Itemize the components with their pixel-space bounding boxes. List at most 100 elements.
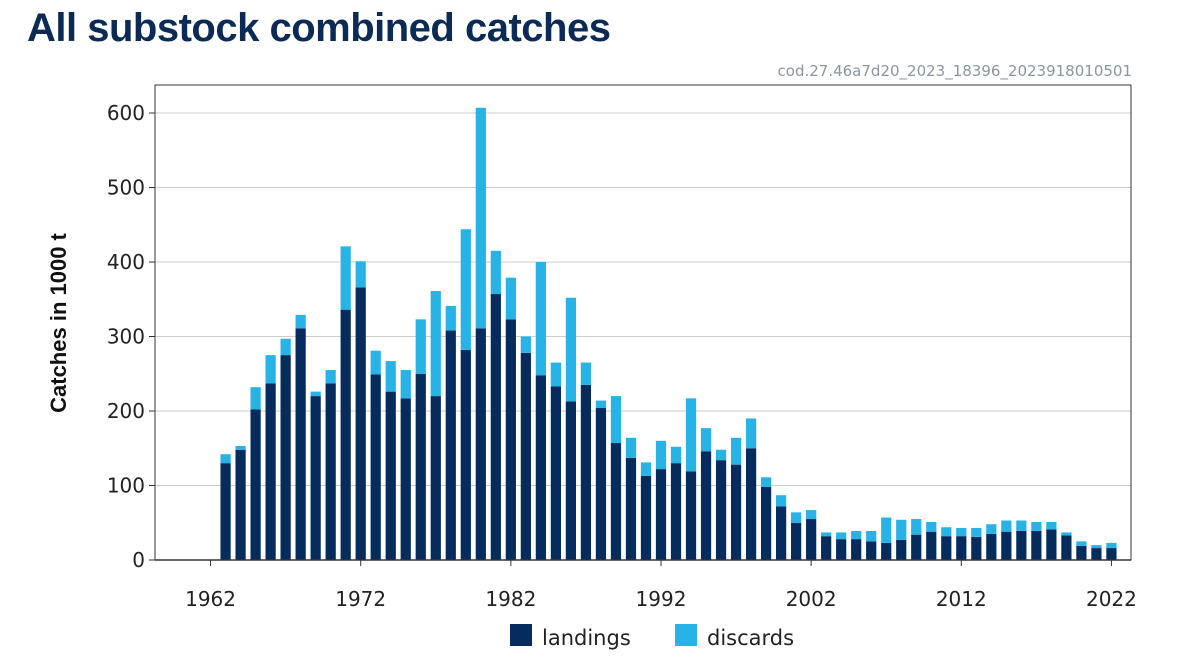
bar-landings bbox=[265, 383, 276, 560]
x-tick-label: 2002 bbox=[786, 587, 837, 611]
bar-landings bbox=[1106, 548, 1117, 560]
bar-landings bbox=[295, 328, 306, 560]
bar-discards bbox=[715, 449, 727, 461]
bar-landings bbox=[610, 443, 622, 560]
bar-discards bbox=[760, 477, 772, 487]
bar-landings bbox=[1016, 530, 1027, 560]
bar-discards bbox=[1046, 522, 1057, 530]
bar-discards bbox=[1001, 520, 1012, 532]
bar-landings bbox=[385, 391, 396, 560]
bar-landings bbox=[821, 536, 832, 560]
bar-landings bbox=[535, 375, 546, 560]
bar-discards bbox=[430, 291, 441, 397]
bar-landings bbox=[640, 475, 652, 560]
bar-discards bbox=[475, 107, 486, 329]
bar-discards bbox=[896, 519, 907, 540]
bar-landings bbox=[415, 373, 426, 560]
bar-discards bbox=[325, 370, 336, 384]
legend[interactable]: landings discards bbox=[510, 624, 794, 650]
bar-landings bbox=[340, 309, 351, 560]
legend-label-landings[interactable]: landings bbox=[542, 626, 631, 650]
bar-discards bbox=[866, 530, 877, 542]
bar-discards bbox=[821, 532, 832, 537]
bar-landings bbox=[505, 319, 516, 560]
bar-landings bbox=[580, 384, 592, 560]
bar-discards bbox=[385, 361, 396, 392]
bar-discards bbox=[670, 446, 682, 464]
bar-landings bbox=[806, 519, 817, 560]
y-tick-label: 100 bbox=[107, 474, 145, 498]
bar-landings bbox=[520, 352, 531, 560]
bar-discards bbox=[941, 527, 952, 537]
legend-label-discards[interactable]: discards bbox=[707, 626, 794, 650]
bar-landings bbox=[250, 409, 261, 560]
bar-landings bbox=[475, 328, 486, 560]
bar-landings bbox=[400, 398, 411, 560]
bar-discards bbox=[340, 246, 351, 310]
bar-landings bbox=[595, 408, 607, 560]
bar-landings bbox=[715, 460, 727, 560]
bar-landings bbox=[851, 539, 862, 560]
y-tick-label: 0 bbox=[132, 548, 145, 572]
bar-landings bbox=[235, 449, 246, 560]
x-tick-label: 2012 bbox=[936, 587, 987, 611]
bar-discards bbox=[280, 338, 291, 356]
bar-discards bbox=[806, 510, 817, 520]
legend-swatch-landings[interactable] bbox=[510, 624, 532, 646]
bar-landings bbox=[745, 448, 757, 560]
bar-discards bbox=[791, 512, 802, 523]
bar-landings bbox=[1076, 545, 1087, 560]
x-tick-label: 1982 bbox=[485, 587, 536, 611]
bar-discards bbox=[640, 462, 652, 476]
y-axis-title: Catches in 1000 t bbox=[46, 232, 71, 412]
y-tick-label: 600 bbox=[107, 101, 145, 125]
bar-landings bbox=[1061, 535, 1072, 560]
bar-landings bbox=[956, 536, 967, 560]
bar-discards bbox=[595, 400, 607, 409]
bar-landings bbox=[911, 534, 922, 560]
bar-discards bbox=[911, 519, 922, 535]
bar-discards bbox=[520, 336, 531, 353]
bar-landings bbox=[670, 463, 682, 560]
bar-landings bbox=[986, 533, 997, 560]
x-tick-label: 1962 bbox=[185, 587, 236, 611]
bar-landings bbox=[325, 383, 336, 560]
legend-swatch-discards[interactable] bbox=[675, 624, 697, 646]
bar-landings bbox=[881, 542, 892, 560]
bar-landings bbox=[941, 536, 952, 560]
bar-landings bbox=[700, 451, 712, 560]
bar-landings bbox=[1091, 548, 1102, 560]
bar-landings bbox=[760, 486, 772, 560]
bar-landings bbox=[565, 401, 577, 560]
bar-landings bbox=[280, 355, 291, 560]
bar-discards bbox=[1091, 545, 1102, 549]
bar-discards bbox=[505, 277, 516, 320]
bar-discards bbox=[310, 391, 321, 397]
bar-landings bbox=[460, 349, 471, 560]
bars bbox=[220, 107, 1117, 560]
x-tick-label: 1972 bbox=[335, 587, 386, 611]
x-tick-label: 2022 bbox=[1086, 587, 1137, 611]
bar-landings bbox=[550, 386, 561, 560]
bar-discards bbox=[400, 370, 411, 399]
bar-discards bbox=[745, 418, 757, 449]
x-axis-ticks: 1962 1972 1982 1992 2002 2012 2022 bbox=[185, 560, 1137, 611]
y-axis-ticks: 0 100 200 300 400 500 600 bbox=[107, 101, 155, 572]
bar-discards bbox=[415, 319, 426, 374]
bar-landings bbox=[1031, 530, 1042, 560]
bar-landings bbox=[655, 469, 667, 560]
bar-discards bbox=[956, 527, 967, 537]
bar-discards bbox=[460, 229, 471, 350]
bar-landings bbox=[625, 457, 637, 560]
bar-discards bbox=[1076, 541, 1087, 546]
bar-discards bbox=[836, 532, 847, 540]
bar-discards bbox=[235, 446, 246, 450]
bar-discards bbox=[220, 454, 231, 464]
bar-landings bbox=[220, 463, 231, 560]
y-tick-label: 300 bbox=[107, 325, 145, 349]
bar-discards bbox=[730, 437, 742, 465]
bar-discards bbox=[535, 262, 546, 376]
bar-discards bbox=[655, 440, 667, 470]
bar-landings bbox=[310, 396, 321, 560]
